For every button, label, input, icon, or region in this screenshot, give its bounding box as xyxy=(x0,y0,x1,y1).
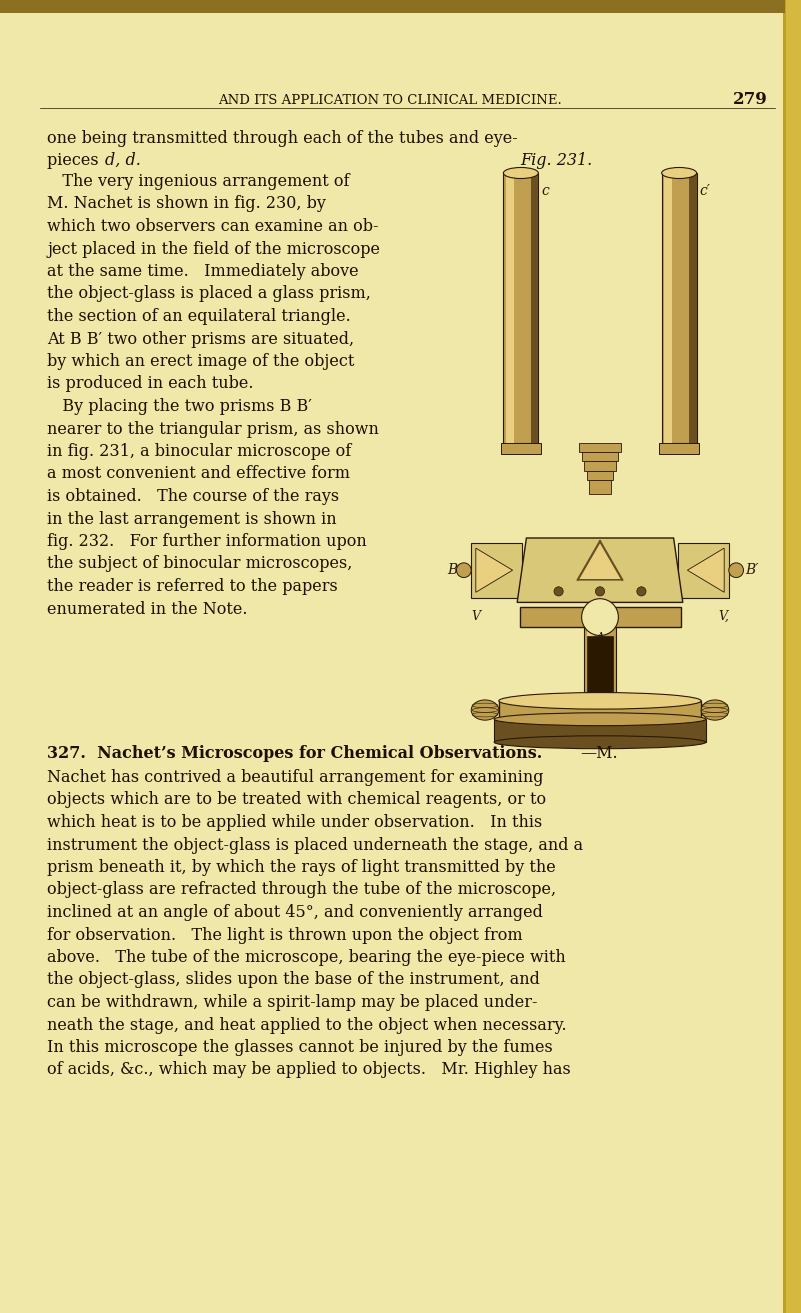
Text: B: B xyxy=(448,563,458,578)
Polygon shape xyxy=(687,548,724,592)
Text: nearer to the triangular prism, as shown: nearer to the triangular prism, as shown xyxy=(47,420,379,437)
Text: enumerated in the Note.: enumerated in the Note. xyxy=(47,600,248,617)
Polygon shape xyxy=(578,541,622,580)
Text: A: A xyxy=(595,632,605,645)
Text: AND ITS APPLICATION TO CLINICAL MEDICINE.: AND ITS APPLICATION TO CLINICAL MEDICINE… xyxy=(218,93,562,106)
Text: ject placed in the field of the microscope: ject placed in the field of the microsco… xyxy=(47,240,380,257)
Text: Fig. 231.: Fig. 231. xyxy=(520,152,592,169)
Ellipse shape xyxy=(499,692,701,709)
Bar xyxy=(501,442,541,454)
Text: in fig. 231, a binocular microscope of: in fig. 231, a binocular microscope of xyxy=(47,442,352,460)
Text: 279: 279 xyxy=(733,92,767,109)
Bar xyxy=(662,173,697,442)
Text: V,: V, xyxy=(718,609,730,622)
Text: for observation.   The light is thrown upon the object from: for observation. The light is thrown upo… xyxy=(47,927,522,944)
Text: can be withdrawn, while a spirit-lamp may be placed under-: can be withdrawn, while a spirit-lamp ma… xyxy=(47,994,537,1011)
Bar xyxy=(785,0,801,1313)
Bar xyxy=(499,701,701,720)
Text: Nachet has contrived a beautiful arrangement for examining: Nachet has contrived a beautiful arrange… xyxy=(47,769,544,786)
Text: object-glass are refracted through the tube of the microscope,: object-glass are refracted through the t… xyxy=(47,881,556,898)
Text: one being transmitted through each of the tubes and eye-: one being transmitted through each of th… xyxy=(47,130,517,147)
Bar xyxy=(689,173,697,442)
Ellipse shape xyxy=(503,168,538,179)
Ellipse shape xyxy=(471,700,499,720)
Circle shape xyxy=(595,587,605,596)
Bar xyxy=(506,173,513,442)
Bar xyxy=(582,452,618,461)
Bar xyxy=(0,0,785,13)
Text: prism beneath it, by which the rays of light transmitted by the: prism beneath it, by which the rays of l… xyxy=(47,859,556,876)
Text: which heat is to be applied while under observation.   In this: which heat is to be applied while under … xyxy=(47,814,542,831)
Bar xyxy=(664,173,672,442)
Circle shape xyxy=(637,587,646,596)
Text: B′: B′ xyxy=(745,563,759,578)
Text: is produced in each tube.: is produced in each tube. xyxy=(47,376,253,393)
Text: At B B′ two other prisms are situated,: At B B′ two other prisms are situated, xyxy=(47,331,354,348)
Text: is obtained.   The course of the rays: is obtained. The course of the rays xyxy=(47,488,339,506)
Bar xyxy=(494,720,706,742)
Text: in the last arrangement is shown in: in the last arrangement is shown in xyxy=(47,511,336,528)
Bar xyxy=(586,628,594,701)
Text: the section of an equilateral triangle.: the section of an equilateral triangle. xyxy=(47,309,351,326)
Bar xyxy=(587,470,613,479)
Circle shape xyxy=(582,599,618,635)
Text: pieces: pieces xyxy=(47,152,104,169)
Text: the subject of binocular microscopes,: the subject of binocular microscopes, xyxy=(47,555,352,572)
Text: of acids, &c., which may be applied to objects.   Mr. Highley has: of acids, &c., which may be applied to o… xyxy=(47,1061,571,1078)
Text: which two observers can examine an ob-: which two observers can examine an ob- xyxy=(47,218,379,235)
Circle shape xyxy=(729,563,743,578)
Polygon shape xyxy=(476,548,513,592)
Text: The very ingenious arrangement of: The very ingenious arrangement of xyxy=(47,173,349,190)
Ellipse shape xyxy=(662,168,697,179)
Text: the object-glass is placed a glass prism,: the object-glass is placed a glass prism… xyxy=(47,285,371,302)
Bar xyxy=(531,173,538,442)
Text: by which an erect image of the object: by which an erect image of the object xyxy=(47,353,354,370)
Text: c′: c′ xyxy=(699,184,710,198)
Bar xyxy=(586,637,614,692)
Text: V: V xyxy=(471,609,481,622)
Bar xyxy=(520,607,681,628)
Text: a most convenient and effective form: a most convenient and effective form xyxy=(47,466,350,482)
Text: —M.: —M. xyxy=(580,744,618,762)
Circle shape xyxy=(457,563,471,578)
Circle shape xyxy=(554,587,563,596)
Bar xyxy=(584,628,616,701)
Text: By placing the two prisms B B′: By placing the two prisms B B′ xyxy=(47,398,312,415)
Bar xyxy=(589,479,611,494)
Text: above.   The tube of the microscope, bearing the eye-piece with: above. The tube of the microscope, beari… xyxy=(47,949,566,966)
Bar xyxy=(471,542,521,597)
Text: d, d.: d, d. xyxy=(105,152,141,169)
Text: M. Nachet is shown in fig. 230, by: M. Nachet is shown in fig. 230, by xyxy=(47,196,326,213)
Bar xyxy=(503,173,538,442)
Bar xyxy=(678,542,729,597)
Text: objects which are to be treated with chemical reagents, or to: objects which are to be treated with che… xyxy=(47,792,546,809)
Text: c: c xyxy=(541,184,549,198)
Text: In this microscope the glasses cannot be injured by the fumes: In this microscope the glasses cannot be… xyxy=(47,1039,553,1056)
Ellipse shape xyxy=(701,700,729,720)
Bar xyxy=(585,461,616,470)
Text: fig. 232.   For further information upon: fig. 232. For further information upon xyxy=(47,533,367,550)
Text: instrument the object-glass is placed underneath the stage, and a: instrument the object-glass is placed un… xyxy=(47,836,583,853)
Text: the reader is referred to the papers: the reader is referred to the papers xyxy=(47,578,338,595)
Bar xyxy=(783,0,786,1313)
Bar xyxy=(659,442,699,454)
Text: the object-glass, slides upon the base of the instrument, and: the object-glass, slides upon the base o… xyxy=(47,972,540,989)
Bar xyxy=(579,442,621,452)
Ellipse shape xyxy=(494,735,706,748)
Text: at the same time.   Immediately above: at the same time. Immediately above xyxy=(47,263,359,280)
Polygon shape xyxy=(517,538,682,603)
Text: inclined at an angle of about 45°, and conveniently arranged: inclined at an angle of about 45°, and c… xyxy=(47,903,543,920)
Text: 327.  Nachet’s Microscopes for Chemical Observations.: 327. Nachet’s Microscopes for Chemical O… xyxy=(47,744,542,762)
Text: neath the stage, and heat applied to the object when necessary.: neath the stage, and heat applied to the… xyxy=(47,1016,566,1033)
Ellipse shape xyxy=(494,713,706,726)
